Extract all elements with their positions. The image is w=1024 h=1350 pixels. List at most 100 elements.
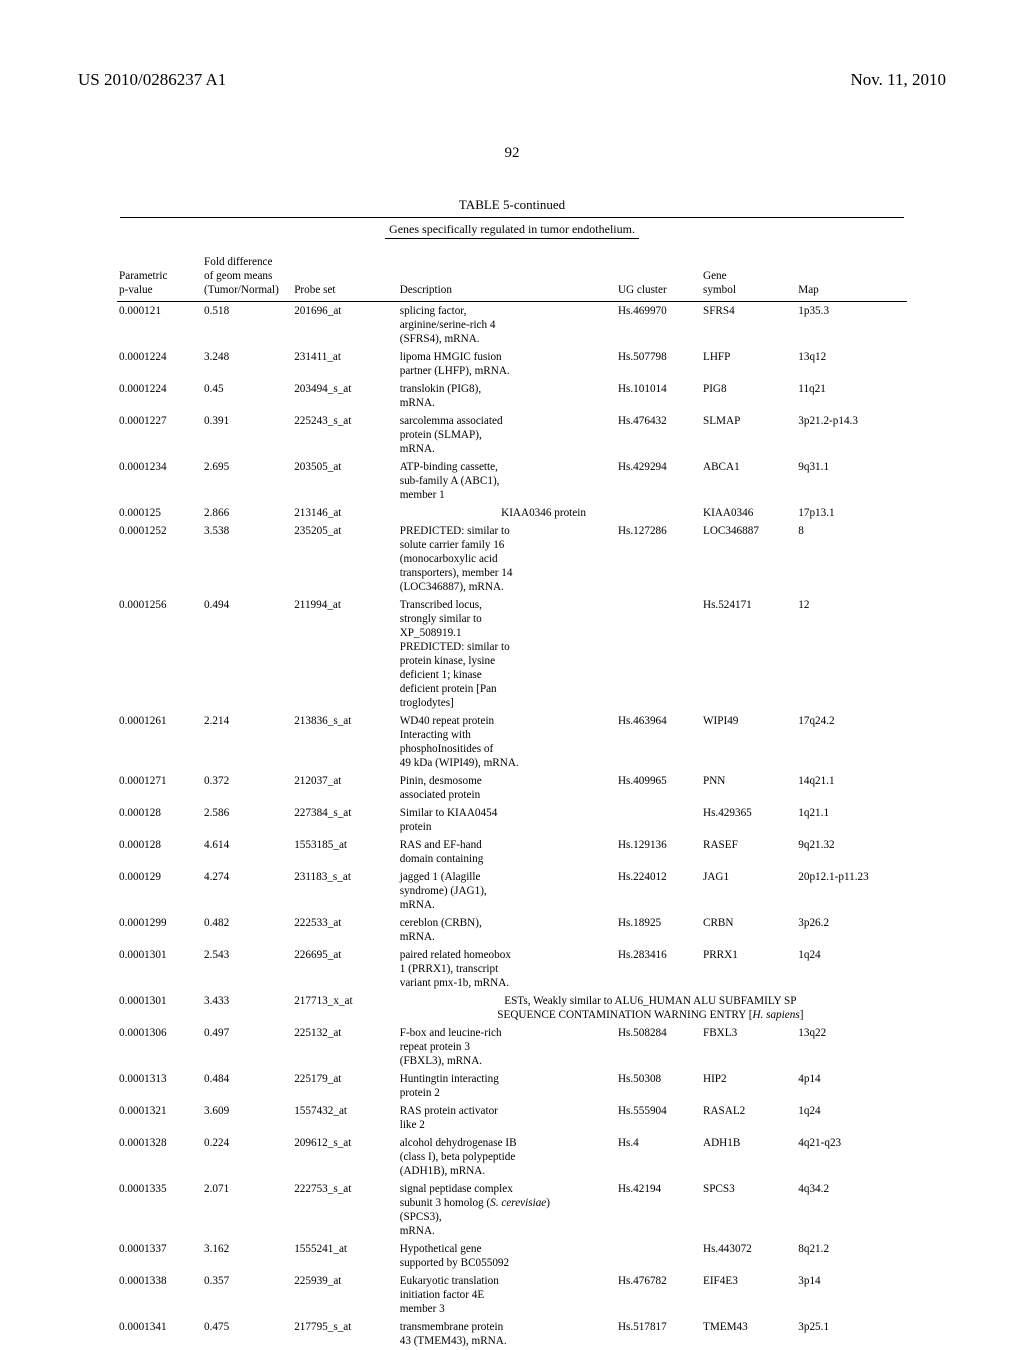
- table-top-rule: [120, 217, 904, 218]
- table-row: 0.00012990.482222533_atcereblon (CRBN),m…: [117, 914, 907, 946]
- cell-gene: JAG1: [701, 868, 796, 914]
- cell-description: alcohol dehydrogenase IB(class I), beta …: [398, 1134, 616, 1180]
- cell-fold: 2.214: [202, 712, 292, 772]
- cell-map: 3p14: [796, 1272, 907, 1318]
- cell-ugcluster: [616, 1240, 701, 1272]
- cell-ugcluster: Hs.476782: [616, 1272, 701, 1318]
- cell-probe: 225243_s_at: [292, 412, 398, 458]
- cell-fold: 3.162: [202, 1240, 292, 1272]
- cell-probe: 211994_at: [292, 596, 398, 712]
- cell-gene: FBXL3: [701, 1024, 796, 1070]
- cell-probe: 1553185_at: [292, 836, 398, 868]
- cell-ugcluster: Hs.517817: [616, 1318, 701, 1350]
- cell-ugcluster: Hs.507798: [616, 348, 701, 380]
- cell-map: 12: [796, 596, 907, 712]
- cell-gene: ADH1B: [701, 1134, 796, 1180]
- cell-map: 8q21.2: [796, 1240, 907, 1272]
- cell-description: lipoma HMGIC fusionpartner (LHFP), mRNA.: [398, 348, 616, 380]
- cell-ugcluster: Hs.42194: [616, 1180, 701, 1240]
- cell-probe: 222533_at: [292, 914, 398, 946]
- cell-map: 13q22: [796, 1024, 907, 1070]
- cell-pvalue: 0.0001341: [117, 1318, 202, 1350]
- cell-fold: 0.518: [202, 302, 292, 349]
- cell-probe: 213146_at: [292, 504, 398, 522]
- cell-description: Eukaryotic translationinitiation factor …: [398, 1272, 616, 1318]
- table-row: 0.0001294.274231183_s_atjagged 1 (Alagil…: [117, 868, 907, 914]
- cell-map: 4p14: [796, 1070, 907, 1102]
- cell-description: Hypothetical genesupported by BC055092: [398, 1240, 616, 1272]
- cell-probe: 1555241_at: [292, 1240, 398, 1272]
- cell-map: 13q12: [796, 348, 907, 380]
- cell-map: 11q21: [796, 380, 907, 412]
- cell-pvalue: 0.000128: [117, 836, 202, 868]
- col-fold: Fold differenceof geom means(Tumor/Norma…: [202, 249, 292, 302]
- cell-pvalue: 0.0001313: [117, 1070, 202, 1102]
- cell-probe: 1557432_at: [292, 1102, 398, 1134]
- cell-ugcluster: Hs.508284: [616, 1024, 701, 1070]
- cell-gene: LOC346887: [701, 522, 796, 596]
- cell-map: 17q24.2: [796, 712, 907, 772]
- cell-description: signal peptidase complexsubunit 3 homolo…: [398, 1180, 616, 1240]
- cell-fold: 0.475: [202, 1318, 292, 1350]
- cell-fold: 3.609: [202, 1102, 292, 1134]
- table-row: 0.00012342.695203505_atATP-binding casse…: [117, 458, 907, 504]
- cell-probe: 227384_s_at: [292, 804, 398, 836]
- table-subtitle: Genes specifically regulated in tumor en…: [385, 222, 639, 239]
- cell-gene: SFRS4: [701, 302, 796, 349]
- cell-description: transmembrane protein43 (TMEM43), mRNA.: [398, 1318, 616, 1350]
- table-title: TABLE 5-continued: [0, 197, 1024, 213]
- cell-fold: 2.586: [202, 804, 292, 836]
- cell-gene: WIPI49: [701, 712, 796, 772]
- cell-ugcluster: Hs.18925: [616, 914, 701, 946]
- cell-gene: SPCS3: [701, 1180, 796, 1240]
- table-row: 0.00012560.494211994_atTranscribed locus…: [117, 596, 907, 712]
- cell-gene: Hs.524171: [701, 596, 796, 712]
- cell-gene: CRBN: [701, 914, 796, 946]
- cell-probe: 209612_s_at: [292, 1134, 398, 1180]
- cell-probe: 222753_s_at: [292, 1180, 398, 1240]
- cell-gene: PIG8: [701, 380, 796, 412]
- cell-map: 1p35.3: [796, 302, 907, 349]
- cell-probe: 217713_x_at: [292, 992, 398, 1024]
- cell-map: 8: [796, 522, 907, 596]
- cell-ugcluster: Hs.101014: [616, 380, 701, 412]
- cell-map: 3p25.1: [796, 1318, 907, 1350]
- table-row: 0.00013352.071222753_s_atsignal peptidas…: [117, 1180, 907, 1240]
- table-row: 0.00012270.391225243_s_atsarcolemma asso…: [117, 412, 907, 458]
- cell-ugcluster: Hs.224012: [616, 868, 701, 914]
- table-row: 0.00013410.475217795_s_attransmembrane p…: [117, 1318, 907, 1350]
- cell-description: Similar to KIAA0454protein: [398, 804, 616, 836]
- cell-description: Transcribed locus,strongly similar toXP_…: [398, 596, 616, 712]
- cell-fold: 0.45: [202, 380, 292, 412]
- cell-description: ATP-binding cassette,sub-family A (ABC1)…: [398, 458, 616, 504]
- table-row: 0.00013373.1621555241_atHypothetical gen…: [117, 1240, 907, 1272]
- cell-probe: 225179_at: [292, 1070, 398, 1102]
- table-row: 0.00013280.224209612_s_atalcohol dehydro…: [117, 1134, 907, 1180]
- cell-pvalue: 0.0001301: [117, 946, 202, 992]
- table-row: 0.0001282.586227384_s_atSimilar to KIAA0…: [117, 804, 907, 836]
- cell-fold: 2.695: [202, 458, 292, 504]
- cell-map: 17p13.1: [796, 504, 907, 522]
- cell-pvalue: 0.0001271: [117, 772, 202, 804]
- cell-pvalue: 0.0001256: [117, 596, 202, 712]
- cell-pvalue: 0.0001301: [117, 992, 202, 1024]
- table-header-row: Parametricp-value Fold differenceof geom…: [117, 249, 907, 302]
- cell-map: 1q24: [796, 1102, 907, 1134]
- cell-description: F-box and leucine-richrepeat protein 3(F…: [398, 1024, 616, 1070]
- cell-pvalue: 0.0001234: [117, 458, 202, 504]
- cell-fold: 0.494: [202, 596, 292, 712]
- cell-gene: Hs.429365: [701, 804, 796, 836]
- cell-ugcluster: Hs.476432: [616, 412, 701, 458]
- cell-ugcluster: [616, 596, 701, 712]
- table-row: 0.00012710.372212037_atPinin, desmosomea…: [117, 772, 907, 804]
- table-row: 0.00013013.433217713_x_atESTs, Weakly si…: [117, 992, 907, 1024]
- cell-fold: 0.224: [202, 1134, 292, 1180]
- cell-pvalue: 0.0001252: [117, 522, 202, 596]
- cell-probe: 231183_s_at: [292, 868, 398, 914]
- publication-number: US 2010/0286237 A1: [78, 70, 226, 89]
- cell-map: 3p21.2-p14.3: [796, 412, 907, 458]
- table-row: 0.00013012.543226695_atpaired related ho…: [117, 946, 907, 992]
- table-row: 0.00012612.214213836_s_atWD40 repeat pro…: [117, 712, 907, 772]
- cell-map: 4q21-q23: [796, 1134, 907, 1180]
- cell-fold: 0.391: [202, 412, 292, 458]
